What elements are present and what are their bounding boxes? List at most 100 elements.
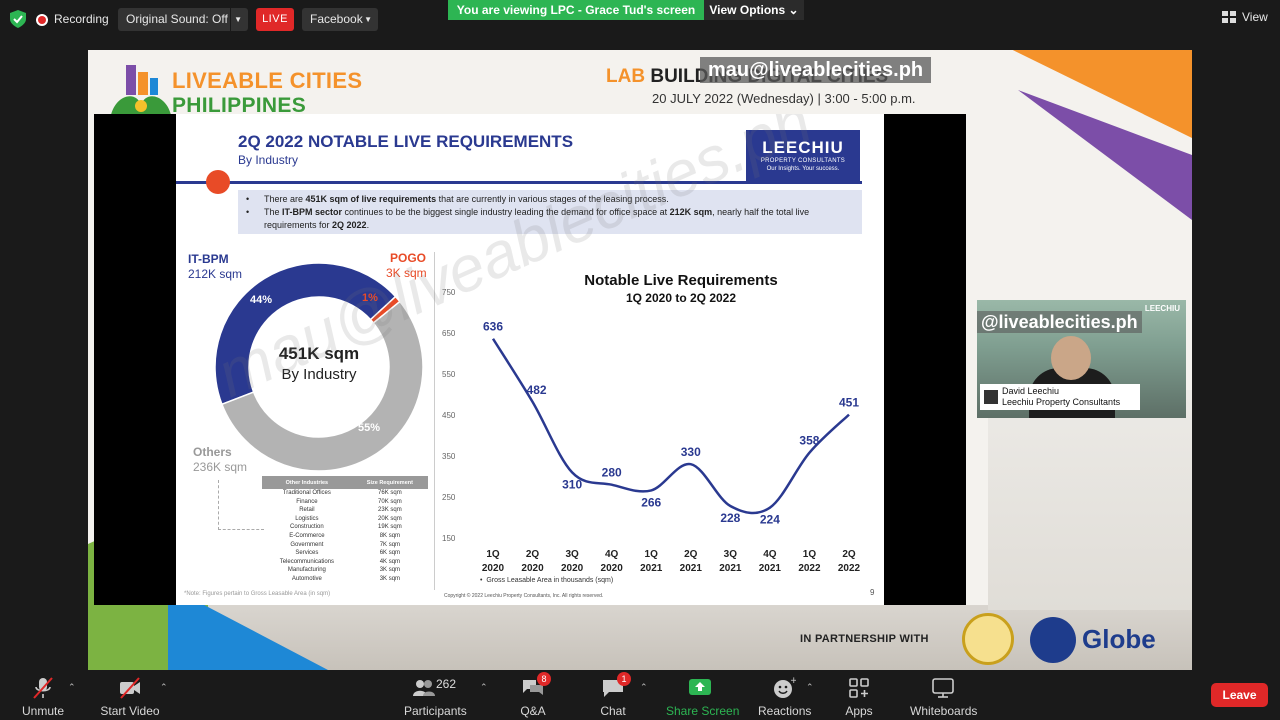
security-shield-icon[interactable] xyxy=(10,10,26,28)
others-value: 236K sqm xyxy=(193,460,248,474)
table-row: Construction 19K sqm xyxy=(262,523,428,532)
globe-logo-icon xyxy=(1030,617,1076,663)
data-label: 228 xyxy=(720,511,740,525)
chat-icon xyxy=(603,680,623,697)
whiteboards-button[interactable]: Whiteboards xyxy=(910,676,977,718)
data-label: 280 xyxy=(602,466,622,480)
chevron-up-icon[interactable]: ⌃ xyxy=(480,682,488,692)
event-date: 20 JULY 2022 (Wednesday) | 3:00 - 5:00 p… xyxy=(652,91,916,106)
bullet-bold: 2Q 2022 xyxy=(332,220,367,230)
leechiu-logo-sub: PROPERTY CONSULTANTS xyxy=(760,158,846,164)
y-tick-label: 150 xyxy=(442,534,456,543)
table-row: E-Commerce 8K sqm xyxy=(262,532,428,541)
meeting-toolbar: Unmute ⌃ Start Video ⌃ 262 Participants … xyxy=(0,670,1280,720)
industry-name-cell: Manufacturing xyxy=(287,567,326,574)
live-badge[interactable]: LIVE xyxy=(256,8,294,31)
x-tick-label: 1Q 2020 xyxy=(482,549,505,574)
muted-microphone-icon xyxy=(33,677,53,699)
section-divider xyxy=(434,252,435,590)
table-header: Size Requirement xyxy=(351,476,428,489)
email-watermark: mau@liveablecities.ph xyxy=(700,57,932,83)
x-tick-label: 3Q 2021 xyxy=(719,549,742,574)
industry-name-cell: Retail xyxy=(299,507,315,514)
background-window xyxy=(988,390,1192,610)
participants-button[interactable]: 262 Participants xyxy=(404,676,467,718)
whiteboard-icon xyxy=(932,678,954,698)
y-tick-label: 450 xyxy=(442,411,456,420)
y-tick-label: 650 xyxy=(442,329,456,338)
leechiu-logo-name: LEECHIU xyxy=(762,138,844,157)
chevron-up-icon[interactable]: ⌃ xyxy=(160,682,168,692)
grid-view-icon xyxy=(1222,11,1236,23)
reactions-label: Reactions xyxy=(758,704,812,718)
itbpm-value: 212K sqm xyxy=(188,267,243,281)
recording-indicator[interactable]: Recording xyxy=(36,8,109,31)
industry-name-cell: Finance xyxy=(296,498,318,505)
chevron-down-icon[interactable]: ▼ xyxy=(234,15,242,24)
data-label: 636 xyxy=(483,320,503,334)
smiley-icon: + xyxy=(774,676,796,698)
table-row: Automotive 3K sqm xyxy=(262,575,428,584)
stream-target-dropdown[interactable]: Facebook ▼ xyxy=(302,8,378,31)
x-tick-label: 4Q 2021 xyxy=(759,549,782,574)
chevron-up-icon[interactable]: ⌃ xyxy=(68,682,76,692)
donut-center-value: 451K sqm xyxy=(278,344,360,363)
chevron-up-icon[interactable]: ⌃ xyxy=(806,682,814,692)
chevron-up-icon[interactable]: ⌃ xyxy=(640,682,648,692)
bullet-text: , nearly half the total live requirement… xyxy=(264,207,810,230)
bullet-text: The xyxy=(264,207,283,217)
original-sound-label: Original Sound: Off xyxy=(126,12,228,26)
y-tick-label: 350 xyxy=(442,452,456,461)
itbpm-percent: 44% xyxy=(250,294,273,306)
apps-button[interactable]: Apps xyxy=(842,676,876,718)
speaker-name: David Leechiu xyxy=(1002,386,1060,396)
share-screen-icon xyxy=(689,679,711,695)
reactions-button[interactable]: + Reactions xyxy=(758,676,812,718)
speaker-video-tile[interactable]: LEECHIU @liveablecities.ph David Leechiu… xyxy=(977,300,1186,418)
bullet-bold: 212K sqm xyxy=(669,207,713,217)
speaker-watermark: @liveablecities.ph xyxy=(977,311,1142,333)
industry-name-cell: E-Commerce xyxy=(289,532,325,539)
industry-name-cell: Telecommunications xyxy=(279,558,335,565)
leave-button[interactable]: Leave xyxy=(1211,683,1268,707)
key-points: There are 451K sqm of live requirements … xyxy=(238,190,862,234)
qa-icon-wrap: 8 xyxy=(521,672,551,700)
original-sound-button[interactable]: Original Sound: Off ▼ xyxy=(118,8,248,31)
unmute-button[interactable]: Unmute xyxy=(18,676,68,718)
view-options-button[interactable]: View Options ⌄ xyxy=(704,0,804,20)
share-screen-label: Share Screen xyxy=(666,704,740,718)
industry-name-cell: Services xyxy=(295,550,319,557)
bullet-bold: IT-BPM sector xyxy=(282,207,343,217)
bullet-bold: 451K sqm of live requirements xyxy=(305,194,437,204)
slide-page-number: 9 xyxy=(870,588,875,597)
viewing-screen-banner: You are viewing LPC - Grace Tud's screen xyxy=(448,0,704,20)
pogo-label: POGO xyxy=(390,251,427,265)
x-tick-label: 2Q 2022 xyxy=(838,549,861,574)
view-button[interactable]: View xyxy=(1222,10,1268,24)
industry-size-cell: 23K sqm xyxy=(378,507,402,514)
title-rule xyxy=(176,181,862,184)
slide-frame: 2Q 2022 NOTABLE LIVE REQUIREMENTS By Ind… xyxy=(94,114,966,605)
video-off-icon xyxy=(120,677,140,699)
x-tick-label: 3Q 2020 xyxy=(561,549,584,574)
x-tick-label: 1Q 2022 xyxy=(798,549,821,574)
slide-footnote: *Note: Figures pertain to Gross Leasable… xyxy=(184,591,331,597)
start-video-label: Start Video xyxy=(100,704,160,718)
qa-icon xyxy=(523,680,543,695)
industry-name-cell: Logistics xyxy=(295,515,319,522)
pogo-percent: 1% xyxy=(362,292,378,304)
chat-button[interactable]: 1 Chat xyxy=(596,672,631,718)
share-screen-button[interactable]: Share Screen xyxy=(666,676,740,718)
slide-title: 2Q 2022 NOTABLE LIVE REQUIREMENTS xyxy=(238,132,574,151)
industry-size-cell: 8K sqm xyxy=(379,532,401,539)
table-row: Manufacturing 3K sqm xyxy=(262,566,428,575)
x-tick-label: 1Q 2021 xyxy=(640,549,663,574)
key-point: The IT-BPM sector continues to be the bi… xyxy=(244,206,854,232)
signal-icon xyxy=(984,390,998,404)
start-video-button[interactable]: Start Video xyxy=(100,676,160,718)
others-slice xyxy=(220,300,424,472)
speaker-brand: LEECHIU xyxy=(1144,304,1180,313)
qa-button[interactable]: 8 Q&A xyxy=(516,672,551,718)
presentation-slide: 2Q 2022 NOTABLE LIVE REQUIREMENTS By Ind… xyxy=(176,114,884,605)
others-bracket xyxy=(218,480,264,530)
